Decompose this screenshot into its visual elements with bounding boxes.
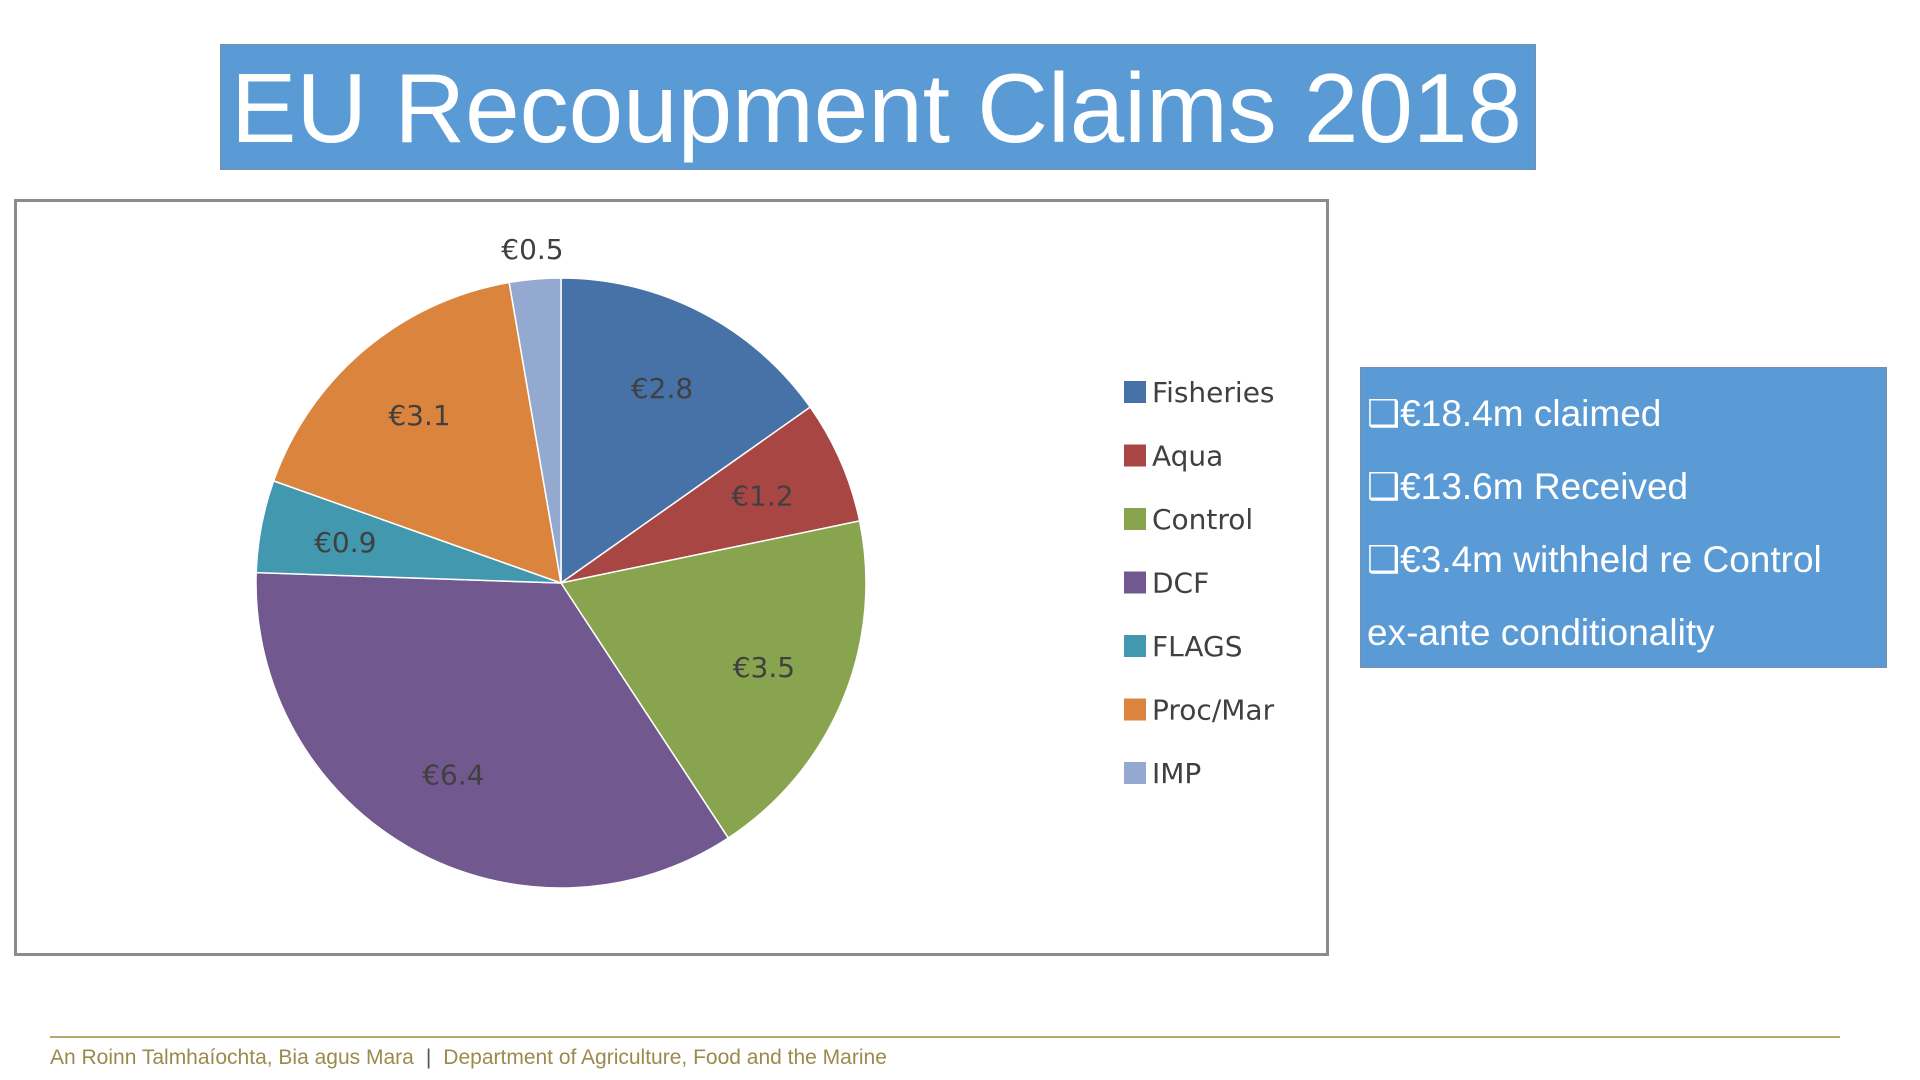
data-label-proc-mar: €3.1 [388, 399, 450, 432]
legend-swatch-proc-mar [1124, 698, 1146, 721]
summary-box: ❑€18.4m claimed ❑€13.6m Received ❑€3.4m … [1360, 367, 1887, 668]
pie-slice-proc-mar [272, 281, 562, 585]
legend-swatch-imp [1124, 762, 1146, 784]
chart-legend: Fisheries Aqua Control DCF FLAGS Proc/Mar IMP [1124, 376, 1275, 790]
legend-label-flags: FLAGS [1152, 630, 1242, 663]
pie-chart: €2.8 €1.2 €3.5 €6.4 €0.9 €3.1 €0.5 Fisheries Aq… [14, 199, 1329, 956]
footer-english-name: Department of Agriculture, Food and the … [443, 1046, 887, 1069]
legend-swatch-control [1124, 508, 1146, 530]
pie-slice-aqua [560, 406, 861, 584]
legend-label-aqua: Aqua [1152, 440, 1223, 473]
conditionality-line: ex-ante conditionality [1367, 612, 1715, 653]
data-label-imp: €0.5 [501, 233, 563, 266]
legend-label-fisheries: Fisheries [1152, 376, 1275, 409]
pie-slice-dcf [255, 571, 730, 889]
data-label-aqua: €1.2 [731, 480, 793, 513]
legend-swatch-fisheries [1124, 381, 1146, 403]
page-title: EU Recoupment Claims 2018 [220, 44, 1536, 170]
legend-label-proc-mar: Proc/Mar [1152, 694, 1275, 727]
legend-swatch-aqua [1124, 444, 1146, 467]
pie-slice-control [559, 520, 867, 840]
data-label-fisheries: €2.8 [631, 372, 693, 405]
pie-slice-imp [508, 277, 562, 584]
legend-label-dcf: DCF [1152, 567, 1209, 600]
data-label-flags: €0.9 [314, 526, 376, 559]
pie-chart-svg: €2.8 €1.2 €3.5 €6.4 €0.9 €3.1 €0.5 Fisheries Aq… [255, 233, 1275, 889]
pie-slices [255, 277, 867, 889]
legend-swatch-dcf [1124, 571, 1146, 594]
footer-separator: | [425, 1046, 432, 1069]
legend-label-control: Control [1152, 503, 1253, 536]
footer-rule [50, 1036, 1840, 1038]
pie-data-labels: €2.8 €1.2 €3.5 €6.4 €0.9 €3.1 €0.5 [314, 233, 795, 791]
data-label-control: €3.5 [733, 651, 795, 684]
pie-slice-fisheries [560, 277, 812, 585]
withheld-line: ❑€3.4m withheld re Control [1367, 539, 1822, 580]
data-label-dcf: €6.4 [422, 758, 484, 791]
claimed-line: ❑€18.4m claimed [1367, 393, 1662, 434]
received-line: ❑€13.6m Received [1367, 466, 1689, 507]
footer: An Roinn Talmhaíochta, Bia agus Mara | Dep… [50, 1046, 887, 1070]
footer-irish-name: An Roinn Talmhaíochta, Bia agus Mara [50, 1046, 414, 1069]
legend-swatch-flags [1124, 635, 1146, 657]
legend-label-imp: IMP [1152, 757, 1201, 790]
